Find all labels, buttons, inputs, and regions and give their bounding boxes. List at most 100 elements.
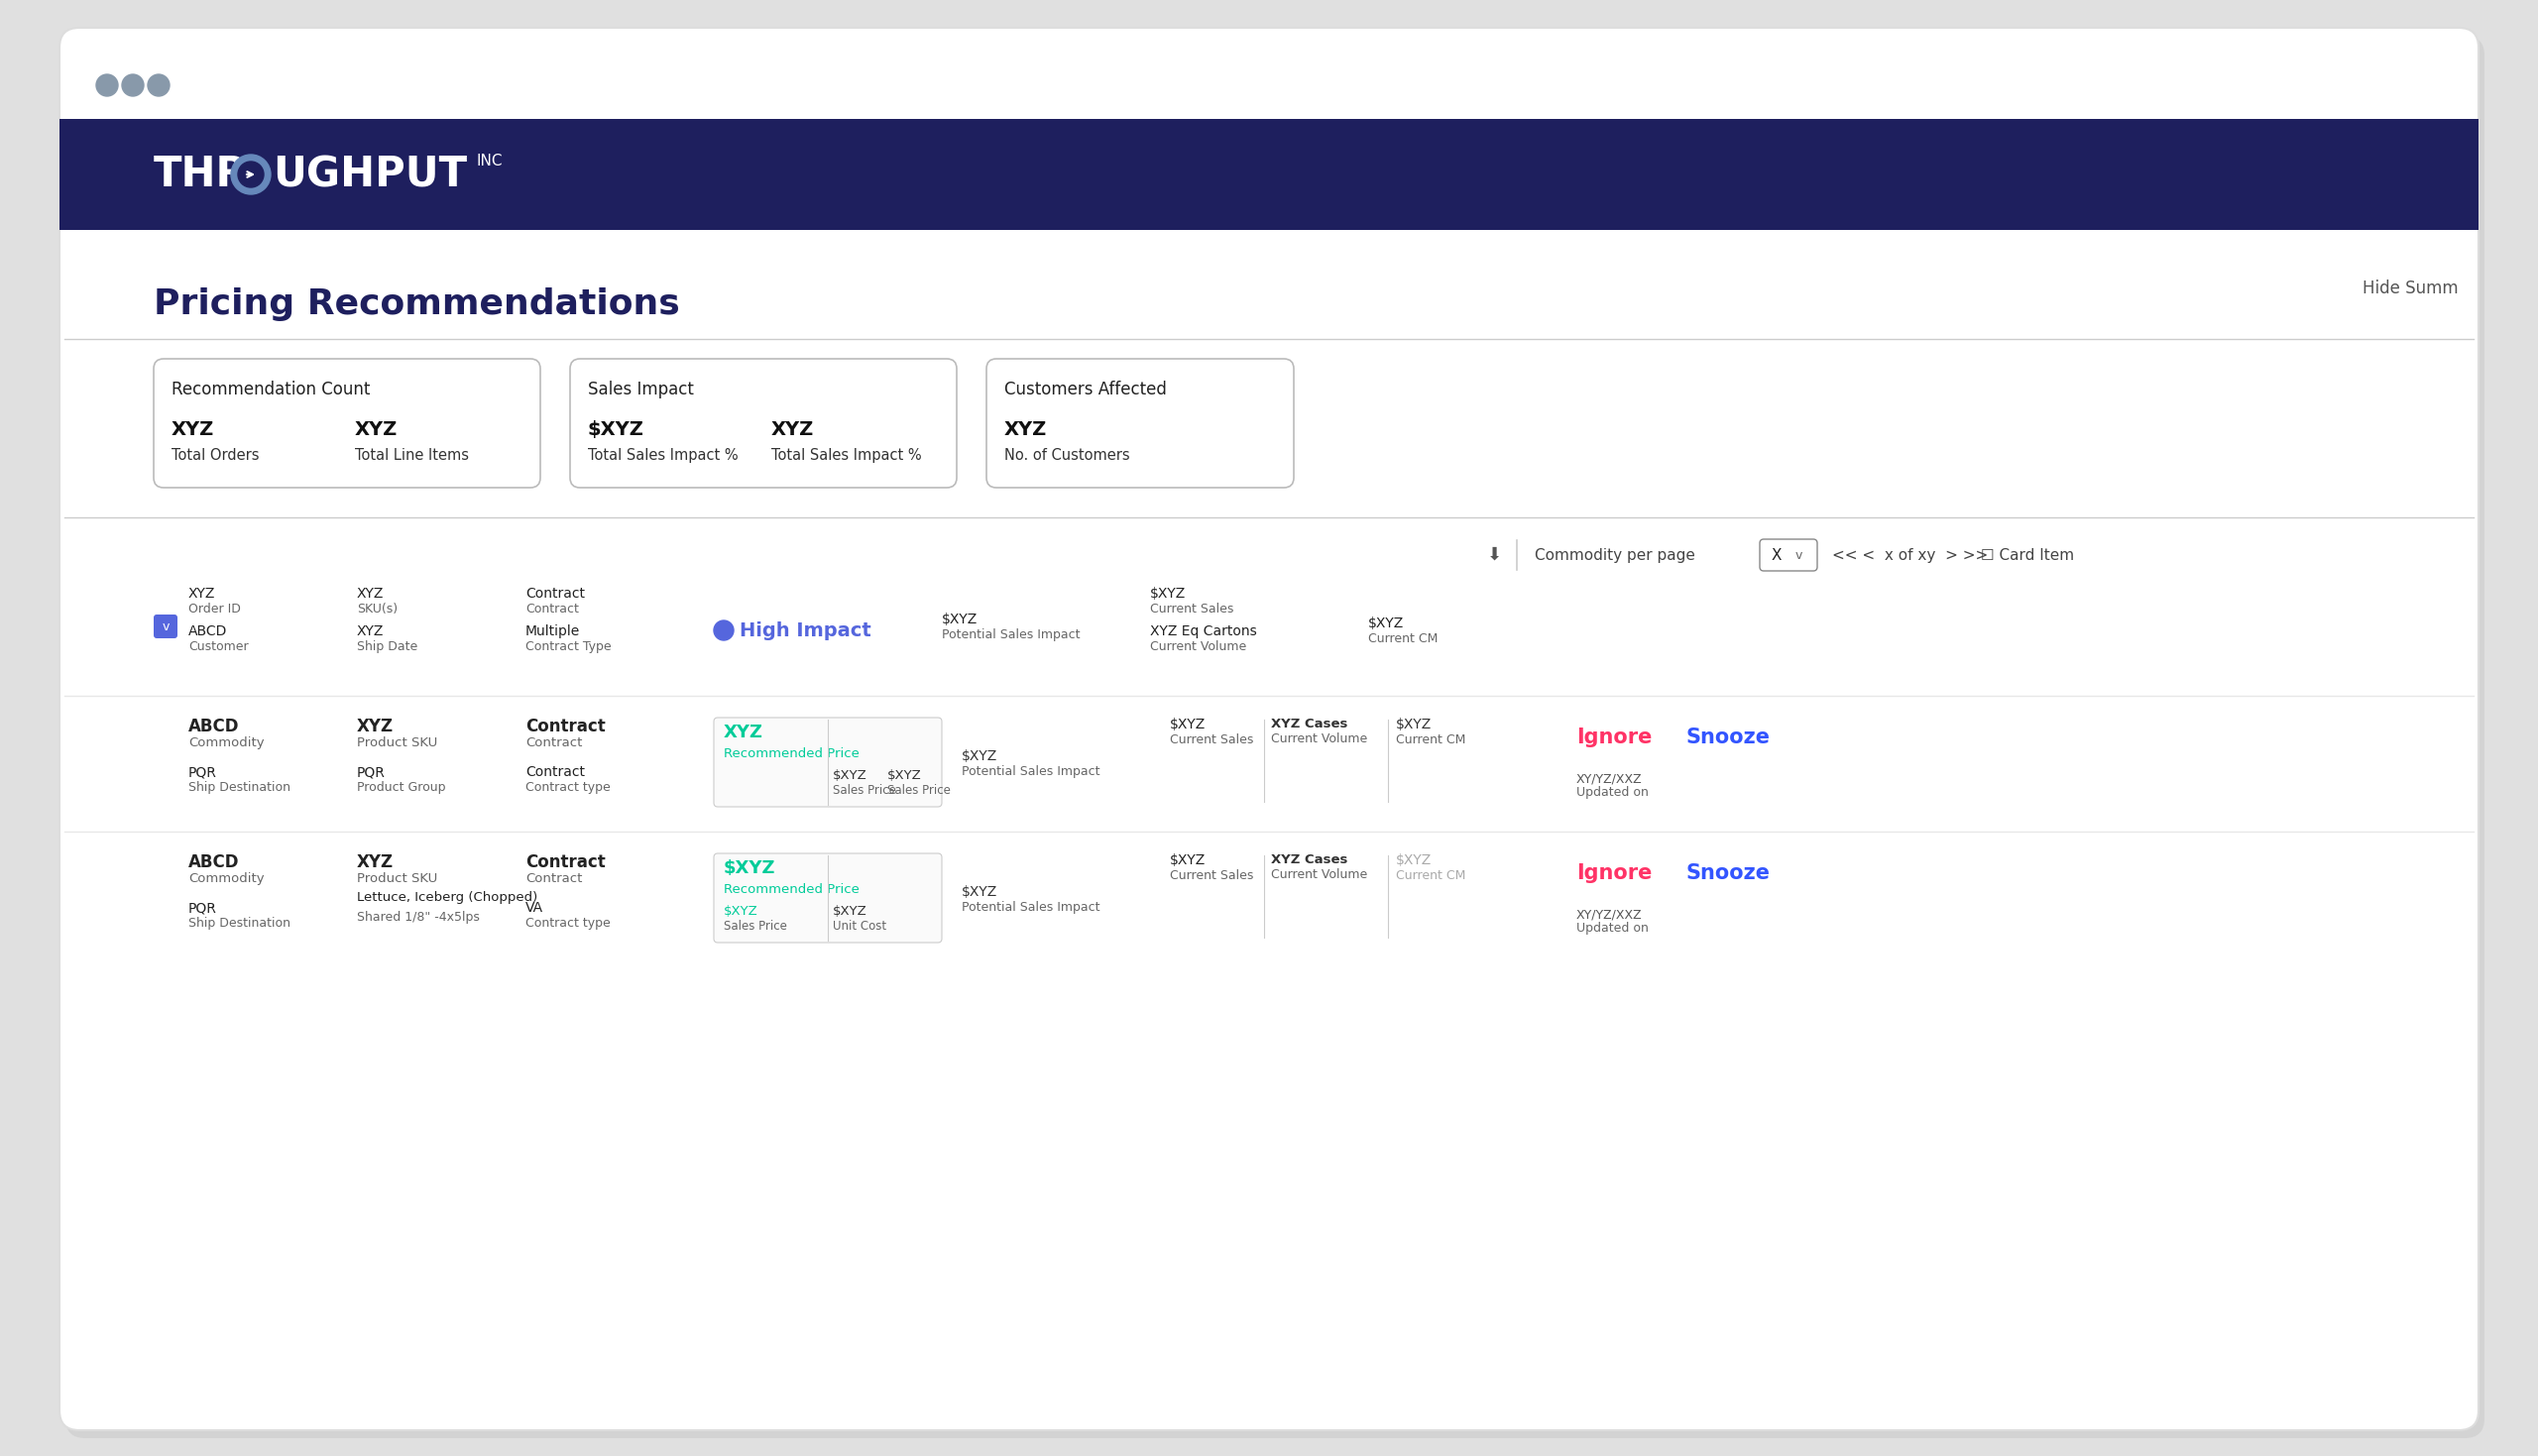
- Text: Commodity: Commodity: [188, 737, 264, 748]
- Text: Ship Destination: Ship Destination: [188, 780, 289, 794]
- Text: Total Line Items: Total Line Items: [355, 448, 470, 463]
- Text: Ignore: Ignore: [1576, 728, 1652, 747]
- Text: Multiple: Multiple: [525, 625, 581, 638]
- Text: Hide Summ: Hide Summ: [2363, 280, 2459, 297]
- Text: Potential Sales Impact: Potential Sales Impact: [962, 900, 1099, 913]
- Text: Recommended Price: Recommended Price: [723, 884, 860, 895]
- Text: Ignore: Ignore: [1576, 863, 1652, 884]
- Text: XYZ: XYZ: [188, 587, 216, 601]
- Text: Product SKU: Product SKU: [358, 872, 437, 885]
- FancyBboxPatch shape: [155, 358, 541, 488]
- Text: Contract: Contract: [525, 603, 579, 614]
- Text: Current Sales: Current Sales: [1170, 732, 1254, 745]
- Text: Current Volume: Current Volume: [1150, 639, 1246, 652]
- Text: Customers Affected: Customers Affected: [1005, 380, 1167, 399]
- Text: Contract: Contract: [525, 718, 607, 735]
- Text: Potential Sales Impact: Potential Sales Impact: [942, 628, 1081, 641]
- Text: ⬇: ⬇: [1487, 546, 1502, 563]
- Text: XYZ: XYZ: [358, 718, 393, 735]
- Text: Recommended Price: Recommended Price: [723, 747, 860, 760]
- Text: Contract type: Contract type: [525, 916, 612, 929]
- Text: v: v: [162, 620, 170, 633]
- Text: XYZ: XYZ: [173, 421, 213, 440]
- Text: $XYZ: $XYZ: [942, 613, 977, 626]
- FancyBboxPatch shape: [1759, 539, 1817, 571]
- Text: Sales Impact: Sales Impact: [589, 380, 693, 399]
- Text: Contract type: Contract type: [525, 780, 612, 794]
- Text: $XYZ: $XYZ: [1396, 718, 1431, 731]
- Text: XYZ: XYZ: [772, 421, 815, 440]
- Text: Contract: Contract: [525, 587, 584, 601]
- Text: XY/YZ/XXZ: XY/YZ/XXZ: [1576, 909, 1642, 920]
- Text: Ship Date: Ship Date: [358, 639, 419, 652]
- Text: Shared 1/8" -4x5lps: Shared 1/8" -4x5lps: [358, 911, 480, 923]
- Text: ABCD: ABCD: [188, 853, 239, 871]
- Text: Current Volume: Current Volume: [1272, 732, 1368, 745]
- Text: Product Group: Product Group: [358, 780, 447, 794]
- Text: Total Sales Impact %: Total Sales Impact %: [589, 448, 739, 463]
- Text: Contract: Contract: [525, 853, 607, 871]
- Text: $XYZ: $XYZ: [1170, 718, 1206, 731]
- Text: PQR: PQR: [188, 901, 216, 914]
- Text: Sales Price: Sales Price: [888, 783, 952, 796]
- Text: Current CM: Current CM: [1396, 869, 1464, 882]
- Text: X: X: [1772, 547, 1782, 562]
- Text: Commodity per page: Commodity per page: [1535, 547, 1695, 562]
- Text: PQR: PQR: [188, 766, 216, 779]
- Text: SKU(s): SKU(s): [358, 603, 398, 614]
- Text: $XYZ: $XYZ: [1396, 853, 1431, 868]
- FancyBboxPatch shape: [155, 614, 178, 638]
- Text: XYZ: XYZ: [355, 421, 398, 440]
- Text: Total Orders: Total Orders: [173, 448, 259, 463]
- Text: ☐ Card Item: ☐ Card Item: [1980, 547, 2074, 562]
- Text: XY/YZ/XXZ: XY/YZ/XXZ: [1576, 772, 1642, 785]
- Text: ABCD: ABCD: [188, 718, 239, 735]
- Text: Updated on: Updated on: [1576, 786, 1650, 799]
- Text: No. of Customers: No. of Customers: [1005, 448, 1129, 463]
- Text: Contract: Contract: [525, 737, 581, 748]
- Circle shape: [122, 74, 145, 96]
- Circle shape: [713, 620, 733, 641]
- Text: Total Sales Impact %: Total Sales Impact %: [772, 448, 921, 463]
- Text: << <  x of xy  > >>: << < x of xy > >>: [1832, 547, 1987, 562]
- Text: PQR: PQR: [358, 766, 386, 779]
- Text: Ship Destination: Ship Destination: [188, 916, 289, 929]
- Text: Sales Price: Sales Price: [723, 920, 787, 932]
- Text: Potential Sales Impact: Potential Sales Impact: [962, 764, 1099, 778]
- Text: $XYZ: $XYZ: [723, 906, 759, 917]
- FancyBboxPatch shape: [987, 358, 1294, 488]
- Text: XYZ: XYZ: [723, 724, 764, 741]
- Text: $XYZ: $XYZ: [723, 859, 777, 877]
- Text: $XYZ: $XYZ: [1170, 853, 1206, 868]
- Text: XYZ Cases: XYZ Cases: [1272, 718, 1348, 731]
- Text: Commodity: Commodity: [188, 872, 264, 885]
- Text: Lettuce, Iceberg (Chopped): Lettuce, Iceberg (Chopped): [358, 891, 538, 904]
- Text: XYZ: XYZ: [1005, 421, 1048, 440]
- Text: $XYZ: $XYZ: [962, 885, 997, 898]
- Text: XYZ: XYZ: [358, 853, 393, 871]
- Text: Snooze: Snooze: [1685, 863, 1769, 884]
- Text: $XYZ: $XYZ: [1150, 587, 1185, 601]
- Text: Contract: Contract: [525, 766, 584, 779]
- Text: VA: VA: [525, 901, 543, 914]
- Text: Customer: Customer: [188, 639, 249, 652]
- Text: Order ID: Order ID: [188, 603, 241, 614]
- Text: Current Sales: Current Sales: [1170, 869, 1254, 882]
- Text: Current CM: Current CM: [1368, 632, 1439, 645]
- Text: ABCD: ABCD: [188, 625, 228, 638]
- Text: $XYZ: $XYZ: [888, 769, 921, 782]
- Text: Current Volume: Current Volume: [1272, 868, 1368, 881]
- Text: $XYZ: $XYZ: [589, 421, 645, 440]
- Text: Sales Price: Sales Price: [832, 783, 896, 796]
- Circle shape: [239, 162, 264, 188]
- Text: Unit Cost: Unit Cost: [832, 920, 886, 932]
- Text: v: v: [1794, 549, 1802, 562]
- FancyBboxPatch shape: [571, 358, 957, 488]
- Text: Current CM: Current CM: [1396, 732, 1464, 745]
- Text: $XYZ: $XYZ: [832, 769, 868, 782]
- Text: Contract Type: Contract Type: [525, 639, 612, 652]
- Text: Snooze: Snooze: [1685, 728, 1769, 747]
- FancyBboxPatch shape: [713, 853, 942, 942]
- Text: Contract: Contract: [525, 872, 581, 885]
- Text: XYZ: XYZ: [358, 587, 383, 601]
